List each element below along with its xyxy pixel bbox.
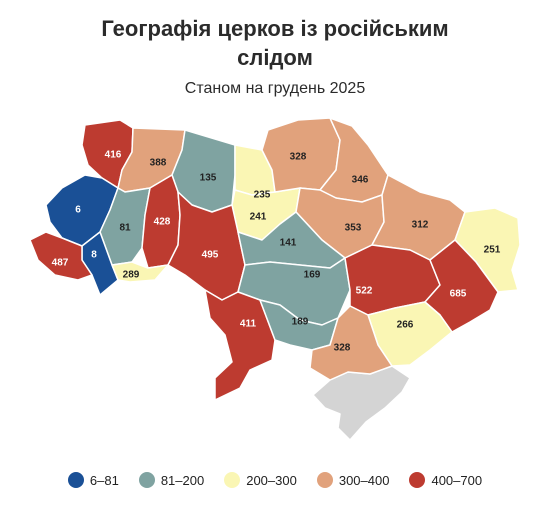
legend-label: 400–700 <box>431 472 483 488</box>
label-kherson: 328 <box>334 343 351 354</box>
label-cherkasy: 141 <box>280 238 297 249</box>
label-zaporizhzhia: 266 <box>397 320 414 331</box>
legend-item: 400–700 <box>409 472 482 488</box>
legend-swatch-icon <box>409 472 426 488</box>
label-lviv: 416 <box>105 150 122 161</box>
region-kherson[interactable] <box>309 305 393 381</box>
label-chernivtsi: 289 <box>123 270 140 281</box>
label-vinnytsia: 495 <box>202 250 219 261</box>
label-luhansk: 251 <box>484 245 501 256</box>
legend: 6–81 81–200 200–300 300–400 400–700 <box>0 472 550 488</box>
label-kharkiv: 312 <box>412 220 429 231</box>
region-ternopil[interactable] <box>99 187 151 266</box>
label-dnipro: 522 <box>356 286 373 297</box>
label-sub-zakarpattia: 487 <box>52 258 69 269</box>
legend-label: 200–300 <box>246 472 297 488</box>
legend-item: 81–200 <box>138 472 205 488</box>
label-ivano-frankivsk: 8 <box>91 250 97 261</box>
region-sub-zakarpattia[interactable] <box>29 231 93 281</box>
legend-label: 300–400 <box>338 472 390 488</box>
label-kyiv-city: 235 <box>254 190 271 201</box>
region-chernivtsi[interactable] <box>111 261 169 283</box>
region-donetsk[interactable] <box>424 239 499 333</box>
title-line-1: Географія церков із російським <box>101 16 449 41</box>
legend-swatch-icon <box>224 472 241 488</box>
region-odesa[interactable] <box>204 289 276 401</box>
map-subtitle: Станом на грудень 2025 <box>184 80 366 97</box>
label-zakarpattia: 6 <box>75 205 81 216</box>
title-line-2: слідом <box>237 45 313 70</box>
ukraine-map: 416 388 135 235 241 328 346 353 312 251 … <box>29 117 521 441</box>
map-title: Географія церков із російським слідом <box>0 14 550 72</box>
label-volyn: 388 <box>150 158 167 169</box>
label-kirovohrad: 169 <box>304 270 321 281</box>
legend-label: 6–81 <box>89 472 119 488</box>
legend-swatch-icon <box>67 472 84 488</box>
legend-label: 81–200 <box>160 472 205 488</box>
label-sumy: 346 <box>352 175 369 186</box>
legend-swatch-icon <box>316 472 333 488</box>
legend-item: 200–300 <box>224 472 297 488</box>
label-chernihiv: 328 <box>290 152 307 163</box>
label-poltava: 353 <box>345 223 362 234</box>
label-kyiv-oblast: 241 <box>250 212 267 223</box>
legend-item: 6–81 <box>67 472 119 488</box>
label-ternopil: 81 <box>119 223 131 234</box>
label-zhytomyr: 135 <box>200 173 217 184</box>
label-mykolaiv: 189 <box>292 317 309 328</box>
label-khmelnytskyi: 428 <box>154 217 171 228</box>
label-donetsk: 685 <box>450 289 467 300</box>
label-odesa: 411 <box>240 319 257 330</box>
legend-swatch-icon <box>138 472 155 488</box>
legend-item: 300–400 <box>316 472 390 488</box>
